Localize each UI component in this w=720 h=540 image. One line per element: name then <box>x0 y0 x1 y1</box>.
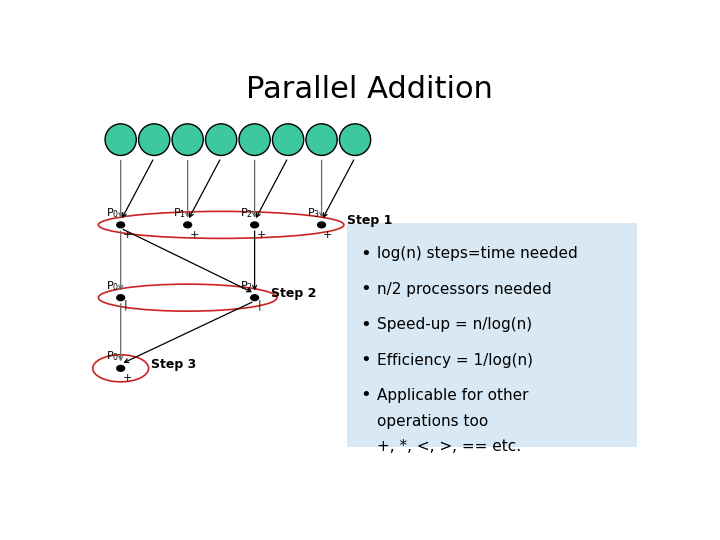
Text: +: + <box>122 230 132 240</box>
Ellipse shape <box>172 124 203 156</box>
Text: Parallel Addition: Parallel Addition <box>246 75 492 104</box>
Text: Step 1: Step 1 <box>347 214 392 227</box>
Circle shape <box>117 295 125 301</box>
Text: P$_{0}$: P$_{0}$ <box>106 206 119 220</box>
Text: Step 3: Step 3 <box>151 357 197 370</box>
Text: |: | <box>124 300 127 310</box>
Text: •: • <box>361 351 372 369</box>
Text: +: + <box>189 230 199 240</box>
Circle shape <box>117 222 125 228</box>
Text: P$_{2}$: P$_{2}$ <box>240 279 253 293</box>
Text: Efficiency = 1/log(n): Efficiency = 1/log(n) <box>377 353 534 368</box>
Circle shape <box>117 366 125 371</box>
Circle shape <box>318 222 325 228</box>
Text: |: | <box>258 300 261 310</box>
Ellipse shape <box>205 124 237 156</box>
FancyBboxPatch shape <box>347 223 637 447</box>
Text: Speed-up = n/log(n): Speed-up = n/log(n) <box>377 317 533 332</box>
Ellipse shape <box>272 124 304 156</box>
Text: +: + <box>323 230 333 240</box>
Text: •: • <box>361 316 372 334</box>
Text: P$_{0}$: P$_{0}$ <box>106 349 119 363</box>
Text: n/2 processors needed: n/2 processors needed <box>377 282 552 297</box>
Text: operations too: operations too <box>377 414 489 429</box>
Circle shape <box>251 295 258 301</box>
Text: P$_{1}$: P$_{1}$ <box>173 206 186 220</box>
Text: •: • <box>361 245 372 263</box>
Text: P$_{0}$: P$_{0}$ <box>106 279 119 293</box>
Text: P$_{2}$: P$_{2}$ <box>240 206 253 220</box>
Ellipse shape <box>339 124 371 156</box>
Text: P$_{3}$: P$_{3}$ <box>307 206 320 220</box>
Ellipse shape <box>239 124 270 156</box>
Text: log(n) steps=time needed: log(n) steps=time needed <box>377 246 578 261</box>
Text: Step 2: Step 2 <box>271 287 317 300</box>
Text: +, *, <, >, == etc.: +, *, <, >, == etc. <box>377 440 521 455</box>
Ellipse shape <box>306 124 337 156</box>
Text: +: + <box>122 373 132 383</box>
Ellipse shape <box>105 124 136 156</box>
Circle shape <box>184 222 192 228</box>
Circle shape <box>251 222 258 228</box>
Text: Applicable for other: Applicable for other <box>377 388 529 403</box>
Text: •: • <box>361 386 372 404</box>
Text: +: + <box>256 230 266 240</box>
Ellipse shape <box>138 124 170 156</box>
Text: •: • <box>361 280 372 298</box>
